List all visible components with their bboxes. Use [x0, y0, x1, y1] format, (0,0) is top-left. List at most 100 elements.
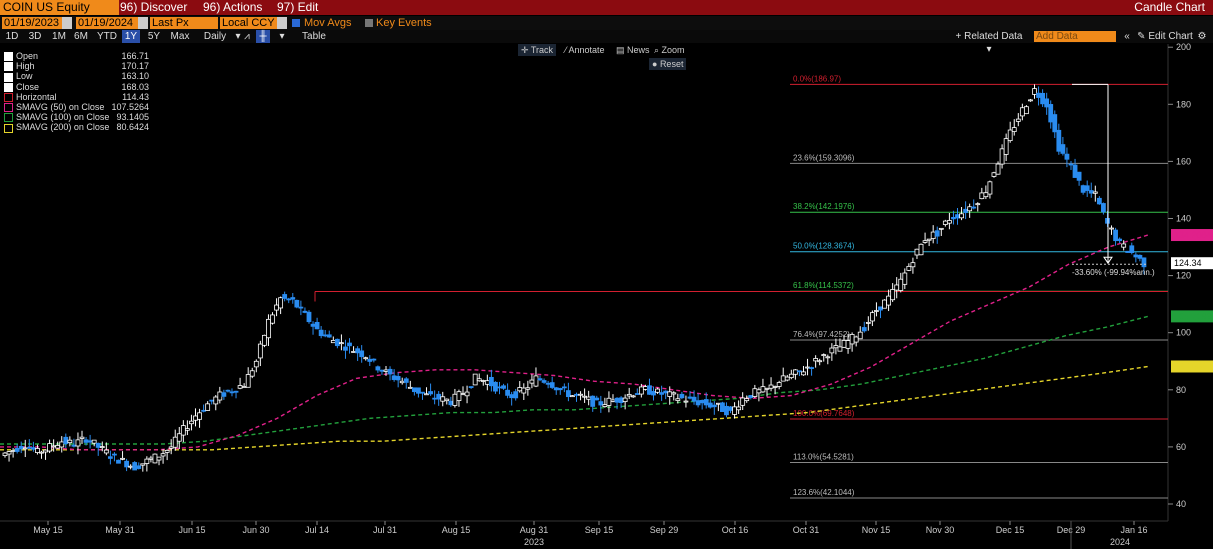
period-select[interactable]: Daily [203, 31, 227, 42]
candle-body [249, 370, 255, 377]
range-ytd-button[interactable]: YTD [97, 31, 117, 42]
candle-body [622, 397, 628, 403]
legend-swatch[interactable] [4, 92, 13, 102]
actions-menu[interactable]: 96) Actions [203, 0, 263, 14]
mov-avgs-label[interactable]: Mov Avgs [304, 17, 352, 29]
edit-menu[interactable]: 97) Edit [277, 0, 319, 14]
legend-value: 80.6424 [116, 122, 149, 133]
candle-body [160, 453, 166, 457]
legend-swatch[interactable] [4, 113, 13, 123]
candle-body [1125, 250, 1131, 253]
add-data-input[interactable]: Add Data [1034, 31, 1116, 42]
candle-body [124, 460, 129, 468]
candle-body [91, 439, 97, 444]
start-date-field[interactable]: 01/19/2023 [2, 17, 62, 29]
candle-body [602, 404, 608, 407]
legend-swatch[interactable] [4, 103, 13, 113]
candle-body [825, 356, 831, 359]
legend-swatch[interactable] [4, 52, 13, 62]
range-1d-button[interactable]: 1D [5, 31, 19, 42]
ticker-field[interactable]: COIN US Equity [0, 0, 119, 15]
candle-body [152, 453, 158, 464]
candle-body [1121, 243, 1127, 248]
candle-body [266, 318, 271, 339]
legend-swatch[interactable] [4, 82, 13, 92]
mov-avgs-checkbox[interactable] [292, 19, 300, 27]
candle-body [606, 397, 612, 406]
candle-body [914, 248, 920, 256]
x-tick-label: Jan 16 [1120, 525, 1147, 535]
reset-button[interactable]: ● Reset [649, 58, 687, 70]
key-events-label[interactable]: Key Events [376, 17, 432, 29]
candle-body [1092, 191, 1098, 194]
legend-swatch[interactable] [4, 72, 13, 82]
discover-menu[interactable]: 96) Discover [120, 0, 188, 14]
line-chart-icon[interactable]: ⩘ [244, 31, 250, 42]
candle-body [383, 369, 389, 372]
end-calendar-icon[interactable] [138, 17, 148, 29]
candle-body [513, 391, 519, 399]
candle-body [79, 436, 85, 439]
period-dropdown-icon[interactable]: ▾ [235, 31, 241, 42]
candle-body [180, 425, 186, 436]
crosshair-icon: ✛ [521, 45, 531, 55]
candle-body [938, 227, 944, 230]
range-3d-button[interactable]: 3D [28, 31, 42, 42]
candle-body [132, 462, 138, 471]
x-tick-label: Oct 31 [793, 525, 820, 535]
zoom-tool[interactable]: ⌕ Zoom [651, 44, 688, 56]
range-1y-button[interactable]: 1Y [122, 30, 140, 43]
candle-body [582, 395, 588, 398]
candle-body [1056, 129, 1062, 152]
candle-body [330, 340, 336, 344]
gear-icon[interactable]: ⚙ [1197, 31, 1207, 42]
price-tag [1171, 310, 1213, 323]
window-title: Candle Chart [1134, 0, 1205, 14]
candle-body [772, 386, 778, 388]
annotate-tool[interactable]: ⁄ Annotate [562, 44, 608, 56]
chart-type-dropdown-icon[interactable]: ▾ [279, 31, 285, 42]
currency-select[interactable]: Local CCY [220, 17, 278, 29]
candle-body [205, 403, 211, 411]
range-max-button[interactable]: Max [170, 31, 190, 42]
candle-body [829, 347, 835, 354]
candle-body [164, 450, 170, 453]
candle-chart-icon[interactable]: ╫ [256, 30, 270, 43]
legend-row: SMAVG (200) on Close 80.6424 [4, 122, 149, 133]
candle-body [456, 391, 462, 401]
price-field-select[interactable]: Last Px [150, 17, 218, 29]
key-events-checkbox[interactable] [365, 19, 373, 27]
related-data-button[interactable]: + Related Data ▾ [952, 30, 1026, 55]
candle-body [533, 375, 539, 387]
candle-body [107, 456, 113, 459]
candle-body [1015, 118, 1021, 122]
zoom-label: Zoom [661, 45, 685, 55]
candle-body [112, 453, 117, 456]
news-tool[interactable]: ▤ News [613, 44, 653, 56]
range-1m-button[interactable]: 1M [52, 31, 66, 42]
candle-body [286, 298, 292, 301]
range-5y-button[interactable]: 5Y [147, 31, 161, 42]
candle-body [488, 376, 494, 387]
start-calendar-icon[interactable] [62, 17, 72, 29]
collapse-icon[interactable]: « [1124, 31, 1130, 42]
edit-chart-button[interactable]: ✎ Edit Chart [1135, 30, 1195, 43]
end-date-field[interactable]: 01/19/2024 [76, 17, 138, 29]
candle-body [638, 386, 644, 395]
candle-body [561, 386, 567, 389]
candle-body [221, 392, 227, 397]
candle-body [557, 388, 563, 391]
candle-body [371, 358, 377, 361]
candle-body [30, 447, 36, 450]
range-6m-button[interactable]: 6M [74, 31, 88, 42]
legend-swatch[interactable] [4, 62, 13, 72]
candle-body [1080, 185, 1086, 193]
table-button[interactable]: Table [302, 31, 326, 42]
currency-dropdown-icon[interactable] [277, 17, 287, 29]
candle-body [784, 376, 790, 381]
candle-body [253, 360, 259, 368]
candle-body [1040, 92, 1046, 105]
legend-swatch[interactable] [4, 123, 13, 133]
candle-body [444, 398, 450, 402]
track-tool[interactable]: ✛ Track [518, 44, 557, 56]
